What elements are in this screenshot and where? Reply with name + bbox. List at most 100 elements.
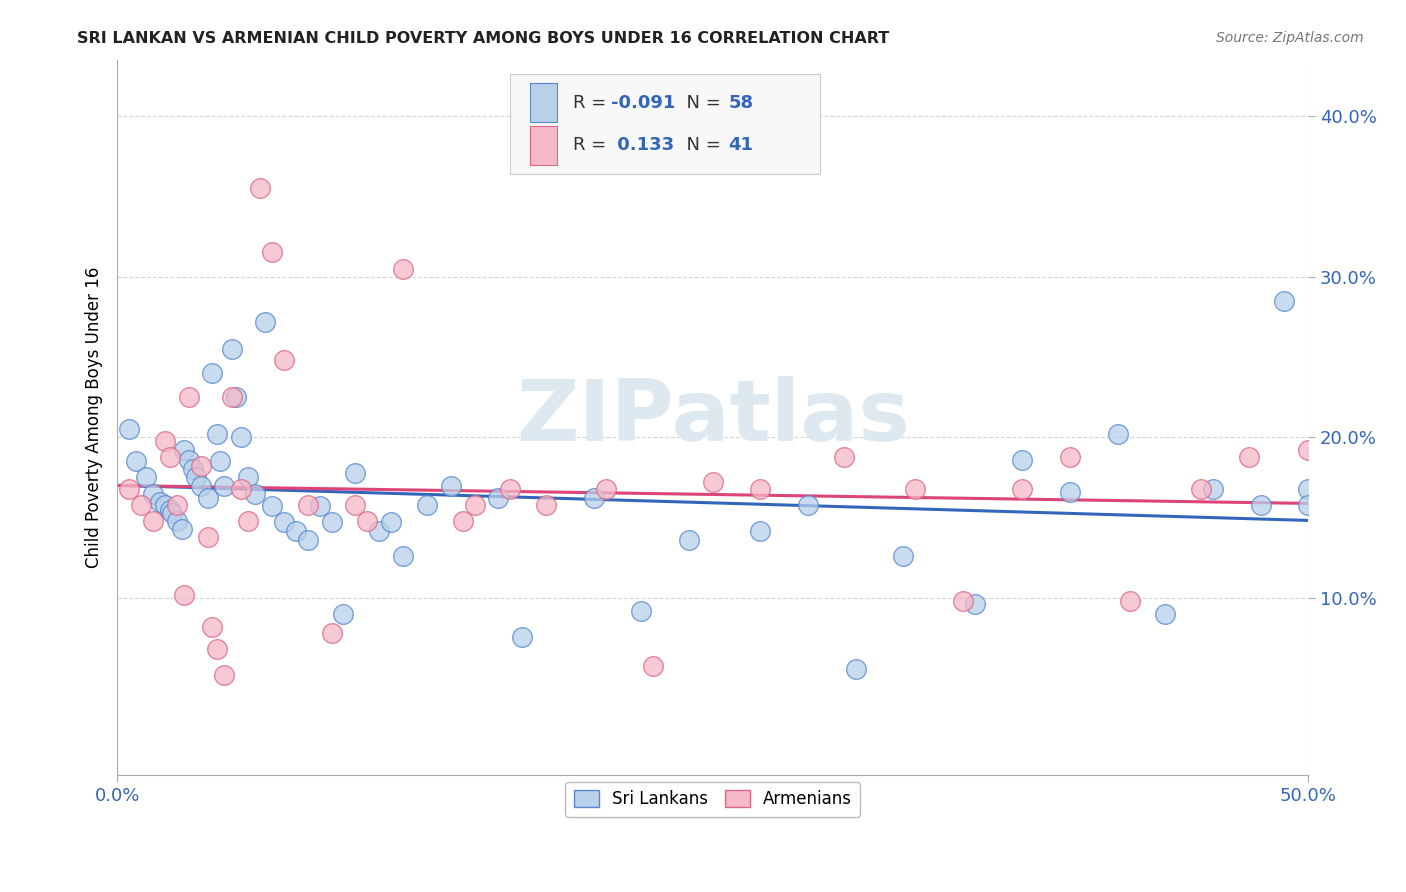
Point [229, 482, 252, 496]
Point [183, 462, 205, 476]
Y-axis label: Child Poverty Among Boys Under 16: Child Poverty Among Boys Under 16 [86, 267, 103, 568]
Point [197, 530, 219, 544]
Point [1118, 594, 1140, 608]
Point [190, 478, 212, 492]
Point [416, 498, 439, 512]
Point [166, 498, 188, 512]
Point [245, 486, 267, 500]
Point [297, 498, 319, 512]
Point [284, 524, 307, 538]
Point [344, 466, 367, 480]
Point [153, 434, 176, 448]
Point [273, 353, 295, 368]
Point [253, 315, 276, 329]
Point [249, 181, 271, 195]
FancyBboxPatch shape [510, 74, 820, 174]
Point [184, 470, 207, 484]
Point [173, 443, 195, 458]
Point [225, 390, 247, 404]
Point [702, 475, 724, 490]
Point [160, 506, 183, 520]
Point [440, 478, 463, 492]
Point [1296, 443, 1319, 458]
Point [368, 524, 391, 538]
Text: R =: R = [574, 94, 613, 112]
Point [1154, 607, 1177, 621]
Point [207, 642, 229, 657]
Text: 58: 58 [728, 94, 754, 112]
Point [321, 516, 343, 530]
Point [797, 498, 820, 512]
Point [630, 604, 652, 618]
Point [1011, 452, 1033, 467]
Point [380, 516, 402, 530]
Point [595, 482, 617, 496]
Text: ZIPatlas: ZIPatlas [516, 376, 910, 458]
Point [321, 626, 343, 640]
Point [197, 491, 219, 506]
Point [135, 470, 157, 484]
Text: Source: ZipAtlas.com: Source: ZipAtlas.com [1216, 31, 1364, 45]
Text: 0.133: 0.133 [612, 136, 675, 154]
Point [904, 482, 927, 496]
Point [1189, 482, 1212, 496]
Point [260, 500, 283, 514]
Point [125, 454, 148, 468]
Point [177, 452, 200, 467]
Point [208, 454, 231, 468]
Point [1011, 482, 1033, 496]
Point [149, 494, 172, 508]
Point [170, 522, 193, 536]
Point [221, 342, 243, 356]
Point [201, 620, 224, 634]
Text: N =: N = [675, 94, 725, 112]
FancyBboxPatch shape [530, 83, 557, 122]
Point [238, 514, 260, 528]
Point [1296, 482, 1319, 496]
Text: SRI LANKAN VS ARMENIAN CHILD POVERTY AMONG BOYS UNDER 16 CORRELATION CHART: SRI LANKAN VS ARMENIAN CHILD POVERTY AMO… [77, 31, 890, 46]
Point [159, 502, 181, 516]
Point [451, 514, 474, 528]
Point [129, 498, 152, 512]
Point [297, 533, 319, 548]
Point [499, 482, 522, 496]
Text: -0.091: -0.091 [612, 94, 676, 112]
Point [118, 422, 141, 436]
Point [891, 549, 914, 564]
Point [173, 588, 195, 602]
Point [643, 658, 665, 673]
Point [392, 549, 415, 564]
Point [1274, 293, 1296, 308]
Text: N =: N = [675, 136, 725, 154]
Point [678, 533, 700, 548]
Point [153, 498, 176, 512]
Point [1250, 498, 1272, 512]
Text: R =: R = [574, 136, 613, 154]
Point [1296, 498, 1319, 512]
Text: 41: 41 [728, 136, 754, 154]
Point [463, 498, 485, 512]
Point [486, 491, 509, 506]
Point [190, 459, 212, 474]
Point [332, 607, 354, 621]
Point [238, 470, 260, 484]
Point [832, 450, 855, 464]
Point [177, 390, 200, 404]
Point [142, 486, 165, 500]
Point [749, 482, 772, 496]
Legend: Sri Lankans, Armenians: Sri Lankans, Armenians [565, 781, 860, 816]
Point [1059, 450, 1081, 464]
Point [356, 514, 378, 528]
Point [963, 598, 986, 612]
Point [749, 524, 772, 538]
Point [1107, 427, 1129, 442]
Point [273, 516, 295, 530]
Point [952, 594, 974, 608]
Point [1059, 485, 1081, 500]
Point [166, 514, 188, 528]
Point [392, 261, 415, 276]
Point [201, 366, 224, 380]
Point [229, 430, 252, 444]
Point [260, 245, 283, 260]
Point [344, 498, 367, 512]
